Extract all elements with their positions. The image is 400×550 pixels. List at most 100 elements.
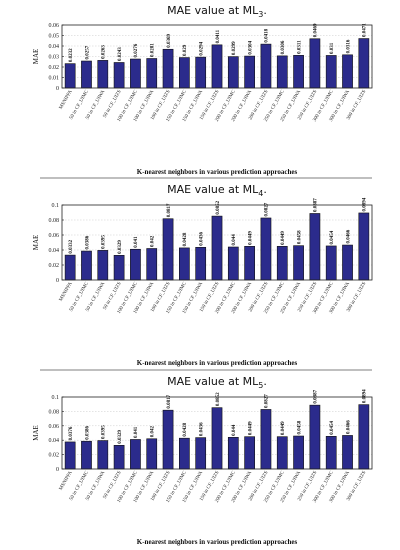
bar bbox=[325, 245, 337, 281]
bar bbox=[227, 437, 239, 470]
bar bbox=[81, 440, 92, 470]
data-label: 0.0316 bbox=[346, 39, 351, 53]
y-axis-label: MAE bbox=[32, 425, 40, 441]
chart-title: MAE value at ML5. bbox=[167, 375, 267, 390]
bar bbox=[64, 254, 76, 281]
data-label: 0.0458 bbox=[297, 420, 302, 434]
data-label: 0.0852 bbox=[216, 392, 221, 406]
data-label: 0.0276 bbox=[134, 43, 139, 57]
data-label: 0.0454 bbox=[330, 421, 335, 435]
chart-panel-3: MAE value at ML3. 0 0.01 0.02 0.03 0.04 0.05 0.… bbox=[32, 4, 373, 176]
data-label: 0.0257 bbox=[85, 45, 90, 59]
chart-title-main: MAE value at ML bbox=[167, 375, 259, 388]
x-axis-label: K-nearest neighbors in various predictio… bbox=[137, 168, 298, 176]
bar bbox=[195, 247, 207, 281]
bar bbox=[113, 62, 125, 89]
bar bbox=[309, 213, 321, 281]
y-tick-label: 0.1 bbox=[52, 395, 60, 401]
data-label: 0.0329 bbox=[118, 240, 123, 254]
bar bbox=[342, 435, 353, 470]
data-label: 0.0817 bbox=[167, 203, 172, 217]
plot-frame bbox=[61, 396, 373, 470]
bar bbox=[244, 436, 255, 470]
chart-title-subscript: 5 bbox=[258, 381, 263, 390]
x-tick-label: MSNIPPA bbox=[59, 89, 74, 110]
bar bbox=[64, 441, 76, 470]
bar bbox=[146, 438, 158, 470]
plot-frame bbox=[61, 204, 373, 281]
data-label: 0.0827 bbox=[265, 202, 270, 216]
bar bbox=[97, 250, 109, 281]
data-label: 0.0386 bbox=[85, 425, 90, 439]
bar bbox=[358, 38, 370, 89]
bar bbox=[113, 255, 125, 281]
data-label: 0.0458 bbox=[297, 230, 302, 244]
y-tick-label: 0.02 bbox=[49, 263, 60, 269]
bar bbox=[179, 247, 190, 281]
bar bbox=[211, 407, 223, 470]
bar bbox=[113, 445, 125, 470]
data-label: 0.042 bbox=[151, 426, 156, 438]
bar bbox=[227, 56, 239, 89]
data-label: 0.0418 bbox=[265, 28, 270, 42]
data-label: 0.0466 bbox=[346, 420, 351, 434]
data-label: 0.0817 bbox=[167, 394, 172, 408]
data-label: 0.0395 bbox=[102, 235, 107, 249]
bar bbox=[97, 60, 109, 89]
bar bbox=[195, 437, 207, 470]
data-label: 0.0428 bbox=[183, 422, 188, 436]
bar bbox=[342, 244, 353, 281]
data-label: 0.0263 bbox=[102, 45, 107, 59]
data-label: 0.0294 bbox=[199, 41, 204, 55]
bar bbox=[276, 436, 288, 470]
data-label: 0.0386 bbox=[85, 235, 90, 249]
x-axis-label: K-nearest neighbors in various predictio… bbox=[137, 359, 298, 367]
data-label: 0.0332 bbox=[69, 239, 74, 253]
y-tick-label: 0.06 bbox=[49, 233, 60, 239]
data-label: 0.0449 bbox=[248, 231, 253, 245]
y-tick-label: 0.05 bbox=[49, 34, 60, 40]
data-label: 0.041 bbox=[134, 236, 139, 248]
data-label: 0.041 bbox=[134, 426, 139, 438]
y-tick-label: 0 bbox=[56, 467, 59, 473]
chart-title-main: MAE value at ML bbox=[167, 183, 259, 196]
bar bbox=[260, 409, 272, 470]
x-axis-label: K-nearest neighbors in various predictio… bbox=[137, 538, 298, 546]
data-label: 0.0376 bbox=[69, 426, 74, 440]
data-label: 0.0299 bbox=[232, 41, 237, 55]
chart-title-suffix: . bbox=[263, 183, 267, 196]
data-label: 0.0411 bbox=[216, 29, 221, 43]
bar bbox=[146, 248, 158, 281]
bar bbox=[276, 55, 288, 89]
y-tick-label: 0.03 bbox=[49, 55, 60, 61]
data-label: 0.0449 bbox=[281, 421, 286, 435]
data-label: 0.044 bbox=[232, 424, 237, 436]
data-label: 0.0311 bbox=[297, 40, 302, 54]
y-axis-label: MAE bbox=[32, 235, 40, 251]
bar bbox=[227, 246, 239, 281]
data-label: 0.044 bbox=[232, 234, 237, 246]
bar bbox=[162, 409, 174, 470]
chart-title-main: MAE value at ML bbox=[167, 4, 259, 17]
y-tick-label: 0.06 bbox=[49, 424, 60, 430]
y-tick-label: 0.08 bbox=[49, 409, 60, 415]
chart-panel-5: MAE value at ML5. 0 0.02 0.04 0.06 0.08 0.1 MAE… bbox=[32, 375, 373, 546]
data-label: 0.0471 bbox=[363, 23, 368, 37]
bar bbox=[81, 250, 92, 281]
data-label: 0.0329 bbox=[118, 430, 123, 444]
bar bbox=[97, 440, 109, 470]
chart-title: MAE value at ML3. bbox=[167, 4, 267, 19]
data-label: 0.029 bbox=[183, 44, 188, 56]
bar bbox=[309, 38, 321, 89]
data-label: 0.0306 bbox=[281, 40, 286, 54]
chart-title-suffix: . bbox=[263, 375, 267, 388]
chart-title-suffix: . bbox=[263, 4, 267, 17]
bar bbox=[325, 55, 337, 89]
data-label: 0.0428 bbox=[183, 232, 188, 246]
data-label: 0.0449 bbox=[248, 421, 253, 435]
data-label: 0.0395 bbox=[102, 425, 107, 439]
data-label: 0.0454 bbox=[330, 230, 335, 244]
bar bbox=[81, 60, 92, 89]
data-label: 0.0469 bbox=[314, 23, 319, 37]
